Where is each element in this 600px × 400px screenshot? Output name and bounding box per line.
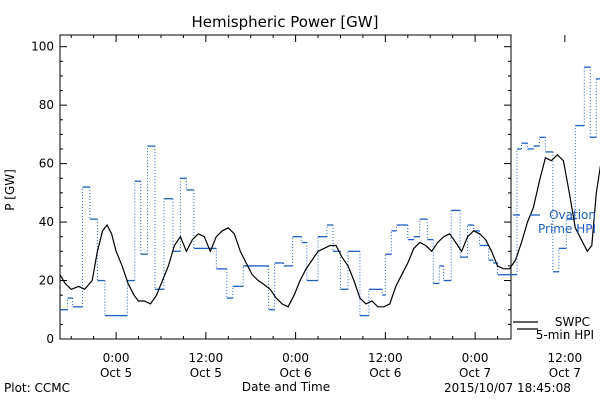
x-tick-time-label: 12:00 (548, 351, 583, 365)
x-tick-date-label: Oct 7 (549, 366, 581, 380)
legend-ovation-label-1: Ovation (549, 208, 596, 222)
legend-ovation-label-2: Prime HPI (538, 222, 596, 236)
x-tick-time-label: 0:00 (462, 351, 489, 365)
x-tick-date-label: Oct 5 (190, 366, 222, 380)
legend-swpc-label-1: SWPC (555, 315, 590, 329)
chart-title: Hemispheric Power [GW] (192, 13, 379, 31)
legend-swpc-label-2: 5-min HPI (536, 328, 594, 342)
x-tick-date-label: Oct 6 (369, 366, 401, 380)
plot-credit: Plot: CCMC (4, 381, 70, 395)
x-tick-time-label: 0:00 (282, 351, 309, 365)
y-tick-label: 100 (31, 40, 54, 54)
swpc-hpi-line (59, 153, 600, 308)
x-tick-time-label: 0:00 (103, 351, 130, 365)
y-axis-label: P [GW] (3, 169, 17, 211)
x-tick-date-label: Oct 6 (279, 366, 311, 380)
x-tick-date-label: Oct 7 (459, 366, 491, 380)
y-tick-label: 0 (46, 332, 54, 346)
y-tick-label: 40 (39, 215, 54, 229)
x-axis-label: Date and Time (242, 380, 330, 394)
x-tick-time-label: 12:00 (368, 351, 403, 365)
plot-timestamp: 2015/10/07 18:45:08 (444, 381, 571, 395)
y-tick-label: 60 (39, 157, 54, 171)
y-tick-label: 80 (39, 98, 54, 112)
x-tick-date-label: Oct 5 (100, 366, 132, 380)
y-tick-label: 20 (39, 274, 54, 288)
x-tick-time-label: 12:00 (189, 351, 224, 365)
plot-frame (59, 34, 512, 340)
